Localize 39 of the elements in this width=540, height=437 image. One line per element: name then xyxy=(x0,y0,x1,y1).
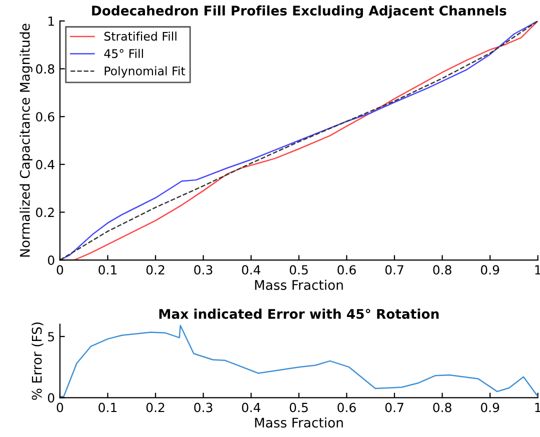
x-axis-title: Mass Fraction xyxy=(255,280,343,290)
x-tick-label: 0.6 xyxy=(338,265,356,275)
y-tick-label: 0.2 xyxy=(36,208,54,218)
y-tick-label: 0.8 xyxy=(36,64,54,74)
chart-title: Max indicated Error with 45° Rotation xyxy=(159,308,439,319)
x-tick-label: 0.8 xyxy=(433,402,452,412)
line-series xyxy=(60,20,538,260)
x-tick-label: 0.7 xyxy=(385,265,404,275)
y-tick-label: 1 xyxy=(48,16,54,26)
y-tick-label: 0 xyxy=(48,393,54,403)
y-tick-label: 0.4 xyxy=(36,160,54,170)
x-tick-label: 0.3 xyxy=(194,402,212,412)
legend-label: Polynomial Fit xyxy=(104,66,186,78)
x-tick-label: 0.3 xyxy=(194,265,212,275)
x-tick-label: 0.2 xyxy=(146,402,164,412)
x-tick-label: 0.2 xyxy=(146,265,164,275)
x-tick-label: 0 xyxy=(56,265,64,275)
y-tick-label: 5 xyxy=(48,332,54,342)
x-tick-label: 0.8 xyxy=(433,265,452,275)
chart-title: Dodecahedron Fill Profiles Excluding Adjacent Channels xyxy=(92,5,506,18)
x-tick-label: 0.4 xyxy=(242,402,260,412)
x-tick-label: 0 xyxy=(56,402,64,412)
x-tick-label: 0.7 xyxy=(385,402,404,412)
x-axis-title: Mass Fraction xyxy=(255,417,343,428)
y-tick-label: 0.6 xyxy=(36,112,54,122)
x-tick-label: 0.4 xyxy=(242,265,260,275)
line-series xyxy=(60,324,538,398)
x-tick-label: 0.5 xyxy=(290,402,308,412)
y-tick-label: 0 xyxy=(48,255,54,265)
x-tick-label: 0.9 xyxy=(480,402,500,412)
legend-label: Stratified Fill xyxy=(104,32,176,41)
y-axis-title: Normalized Capacitance Magnitude xyxy=(20,24,32,257)
x-tick-label: 0.5 xyxy=(290,265,308,275)
y-axis-title: % Error (FS) xyxy=(32,322,44,400)
legend-label: 45° Fill xyxy=(104,48,143,58)
x-tick-label: 0.6 xyxy=(338,402,356,412)
x-tick-label: 0.9 xyxy=(480,265,500,275)
x-tick-label: 0.1 xyxy=(98,402,117,412)
x-tick-label: 0.1 xyxy=(98,265,117,275)
